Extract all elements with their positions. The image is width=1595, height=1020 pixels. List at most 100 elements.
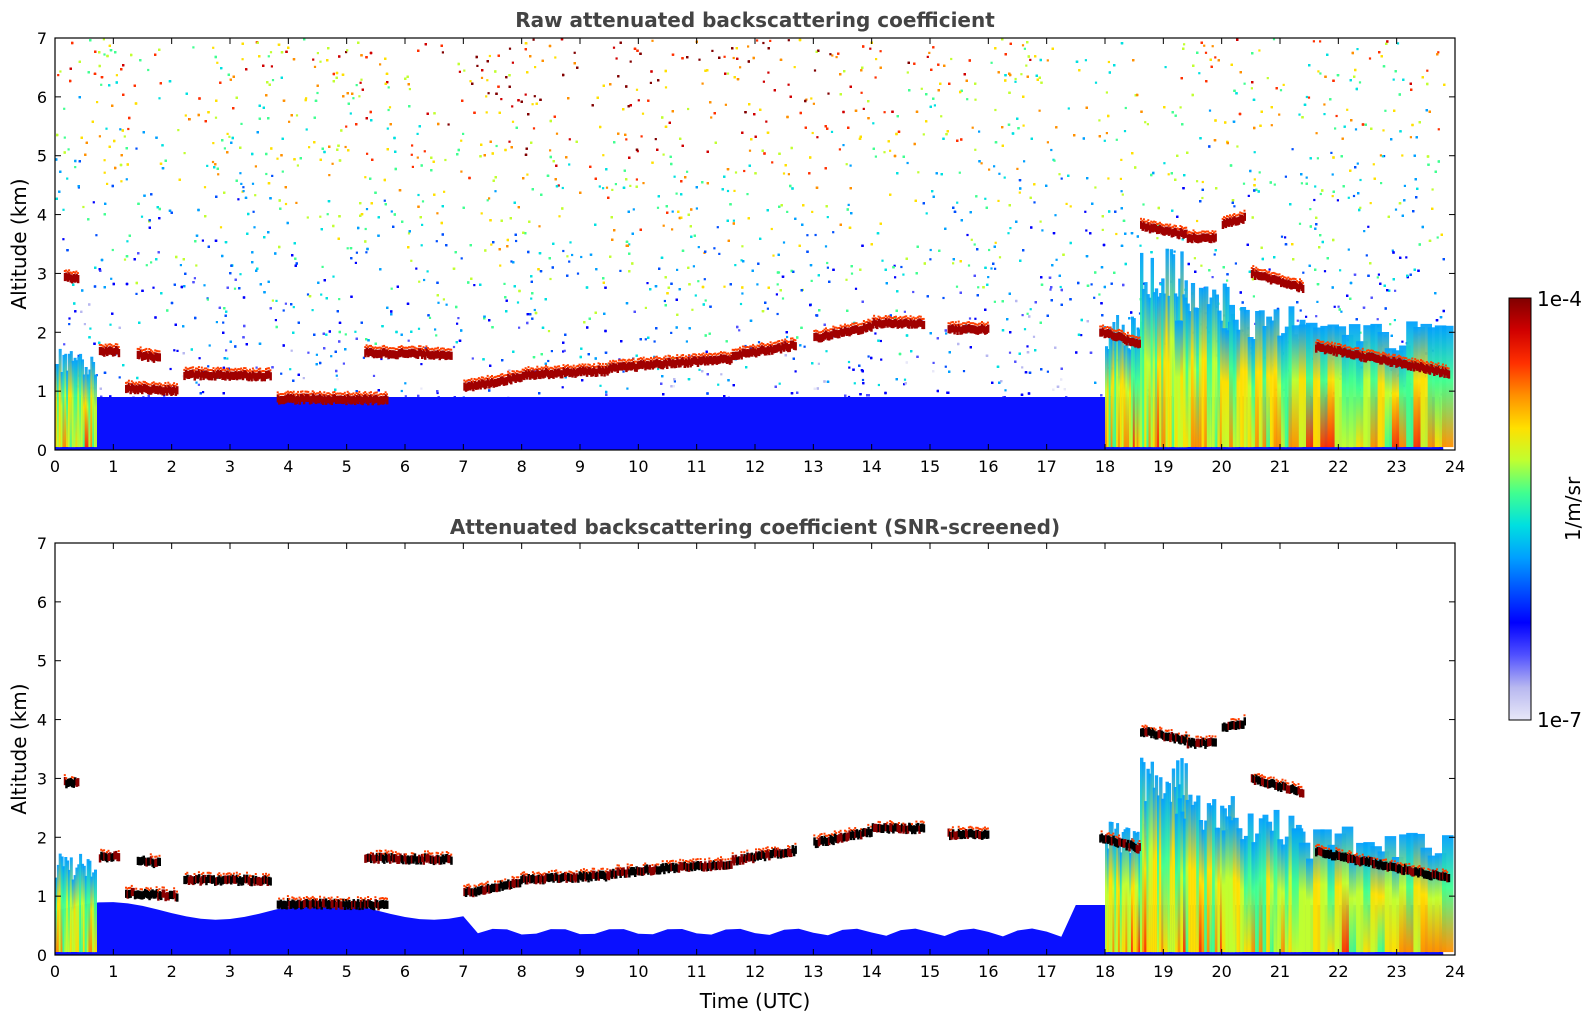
backscatter-pixel	[794, 370, 797, 373]
backscatter-pixel	[436, 391, 439, 395]
backscatter-pixel	[1021, 44, 1025, 47]
backscatter-pixel	[1119, 177, 1122, 180]
backscatter-pixel	[127, 127, 130, 131]
backscatter-pixel	[1314, 185, 1317, 188]
backscatter-pixel	[480, 212, 483, 215]
backscatter-pixel	[1336, 199, 1339, 202]
backscatter-pixel	[214, 116, 218, 119]
backscatter-pixel	[349, 112, 352, 115]
backscatter-pixel	[109, 323, 112, 326]
backscatter-pixel	[288, 120, 291, 123]
backscatter-pixel	[824, 245, 828, 248]
backscatter-pixel	[282, 309, 285, 312]
backscatter-pixel	[222, 321, 225, 324]
backscatter-pixel	[95, 234, 98, 237]
backscatter-pixel	[289, 368, 292, 371]
backscatter-pixel	[59, 70, 62, 73]
backscatter-pixel	[206, 298, 209, 301]
backscatter-pixel	[580, 255, 583, 259]
backscatter-pixel	[636, 150, 639, 153]
backscatter-pixel	[1376, 276, 1379, 279]
backscatter-pixel	[206, 297, 209, 300]
backscatter-pixel	[354, 261, 357, 264]
backscatter-pixel	[240, 182, 243, 185]
backscatter-pixel	[563, 349, 566, 352]
backscatter-pixel	[940, 115, 943, 118]
backscatter-pixel	[1352, 194, 1356, 198]
backscatter-pixel	[1258, 49, 1261, 52]
backscatter-pixel	[1313, 198, 1316, 202]
backscatter-pixel	[933, 104, 936, 107]
backscatter-pixel	[1315, 315, 1318, 318]
backscatter-pixel	[456, 322, 459, 325]
backscatter-pixel	[974, 148, 977, 151]
backscatter-pixel	[874, 155, 877, 158]
backscatter-pixel	[1305, 176, 1308, 179]
backscatter-pixel	[612, 46, 616, 49]
backscatter-pixel	[1389, 323, 1392, 326]
backscatter-pixel	[532, 38, 535, 41]
backscatter-pixel	[1266, 77, 1269, 80]
backscatter-pixel	[1164, 66, 1167, 69]
backscatter-pixel	[1253, 151, 1256, 154]
backscatter-pixel	[226, 357, 229, 360]
backscatter-pixel	[89, 327, 92, 330]
backscatter-pixel	[1115, 232, 1118, 236]
backscatter-pixel	[500, 98, 503, 101]
backscatter-pixel	[152, 286, 155, 289]
backscatter-pixel	[423, 150, 426, 153]
backscatter-pixel	[125, 178, 128, 181]
backscatter-pixel	[1298, 113, 1301, 116]
backscatter-pixel	[988, 248, 991, 252]
backscatter-pixel	[827, 92, 830, 95]
backscatter-pixel	[271, 79, 275, 82]
backscatter-pixel	[701, 82, 704, 85]
backscatter-pixel	[345, 125, 348, 128]
backscatter-pixel	[1204, 51, 1208, 54]
backscatter-pixel	[331, 162, 334, 165]
backscatter-pixel	[365, 251, 368, 254]
backscatter-pixel	[313, 65, 317, 68]
backscatter-pixel	[216, 61, 219, 64]
backscatter-pixel	[1060, 177, 1063, 180]
backscatter-pixel	[766, 307, 769, 310]
backscatter-pixel	[562, 350, 565, 353]
backscatter-pixel	[473, 284, 476, 287]
backscatter-pixel	[206, 164, 209, 167]
backscatter-pixel	[635, 178, 638, 181]
backscatter-pixel	[1305, 315, 1308, 318]
backscatter-pixel	[1203, 44, 1206, 47]
backscatter-pixel	[364, 227, 367, 231]
backscatter-pixel	[813, 69, 817, 72]
backscatter-pixel	[494, 190, 497, 193]
backscatter-pixel	[307, 351, 310, 354]
backscatter-pixel	[195, 264, 198, 267]
backscatter-pixel	[476, 64, 479, 67]
backscatter-pixel	[388, 106, 392, 109]
backscatter-pixel	[787, 173, 790, 176]
backscatter-pixel	[698, 58, 701, 61]
backscatter-pixel	[832, 231, 835, 234]
backscatter-pixel	[879, 50, 882, 53]
backscatter-pixel	[68, 323, 71, 326]
backscatter-pixel	[239, 172, 242, 175]
backscatter-pixel	[656, 206, 660, 209]
backscatter-pixel	[598, 185, 601, 188]
backscatter-pixel	[110, 277, 113, 280]
backscatter-pixel	[103, 171, 106, 174]
backscatter-pixel	[845, 278, 848, 281]
backscatter-pixel	[1120, 190, 1123, 193]
backscatter-pixel	[739, 302, 743, 306]
backscatter-pixel	[793, 66, 796, 69]
backscatter-pixel	[1334, 127, 1337, 130]
backscatter-pixel	[417, 193, 420, 197]
backscatter-pixel	[163, 394, 166, 397]
backscatter-pixel	[202, 391, 205, 394]
backscatter-pixel	[845, 163, 848, 166]
backscatter-pixel	[746, 193, 749, 196]
backscatter-pixel	[1270, 124, 1273, 127]
backscatter-pixel	[903, 378, 907, 381]
backscatter-pixel	[571, 253, 574, 257]
backscatter-pixel	[284, 202, 288, 206]
backscatter-pixel	[1173, 250, 1176, 253]
